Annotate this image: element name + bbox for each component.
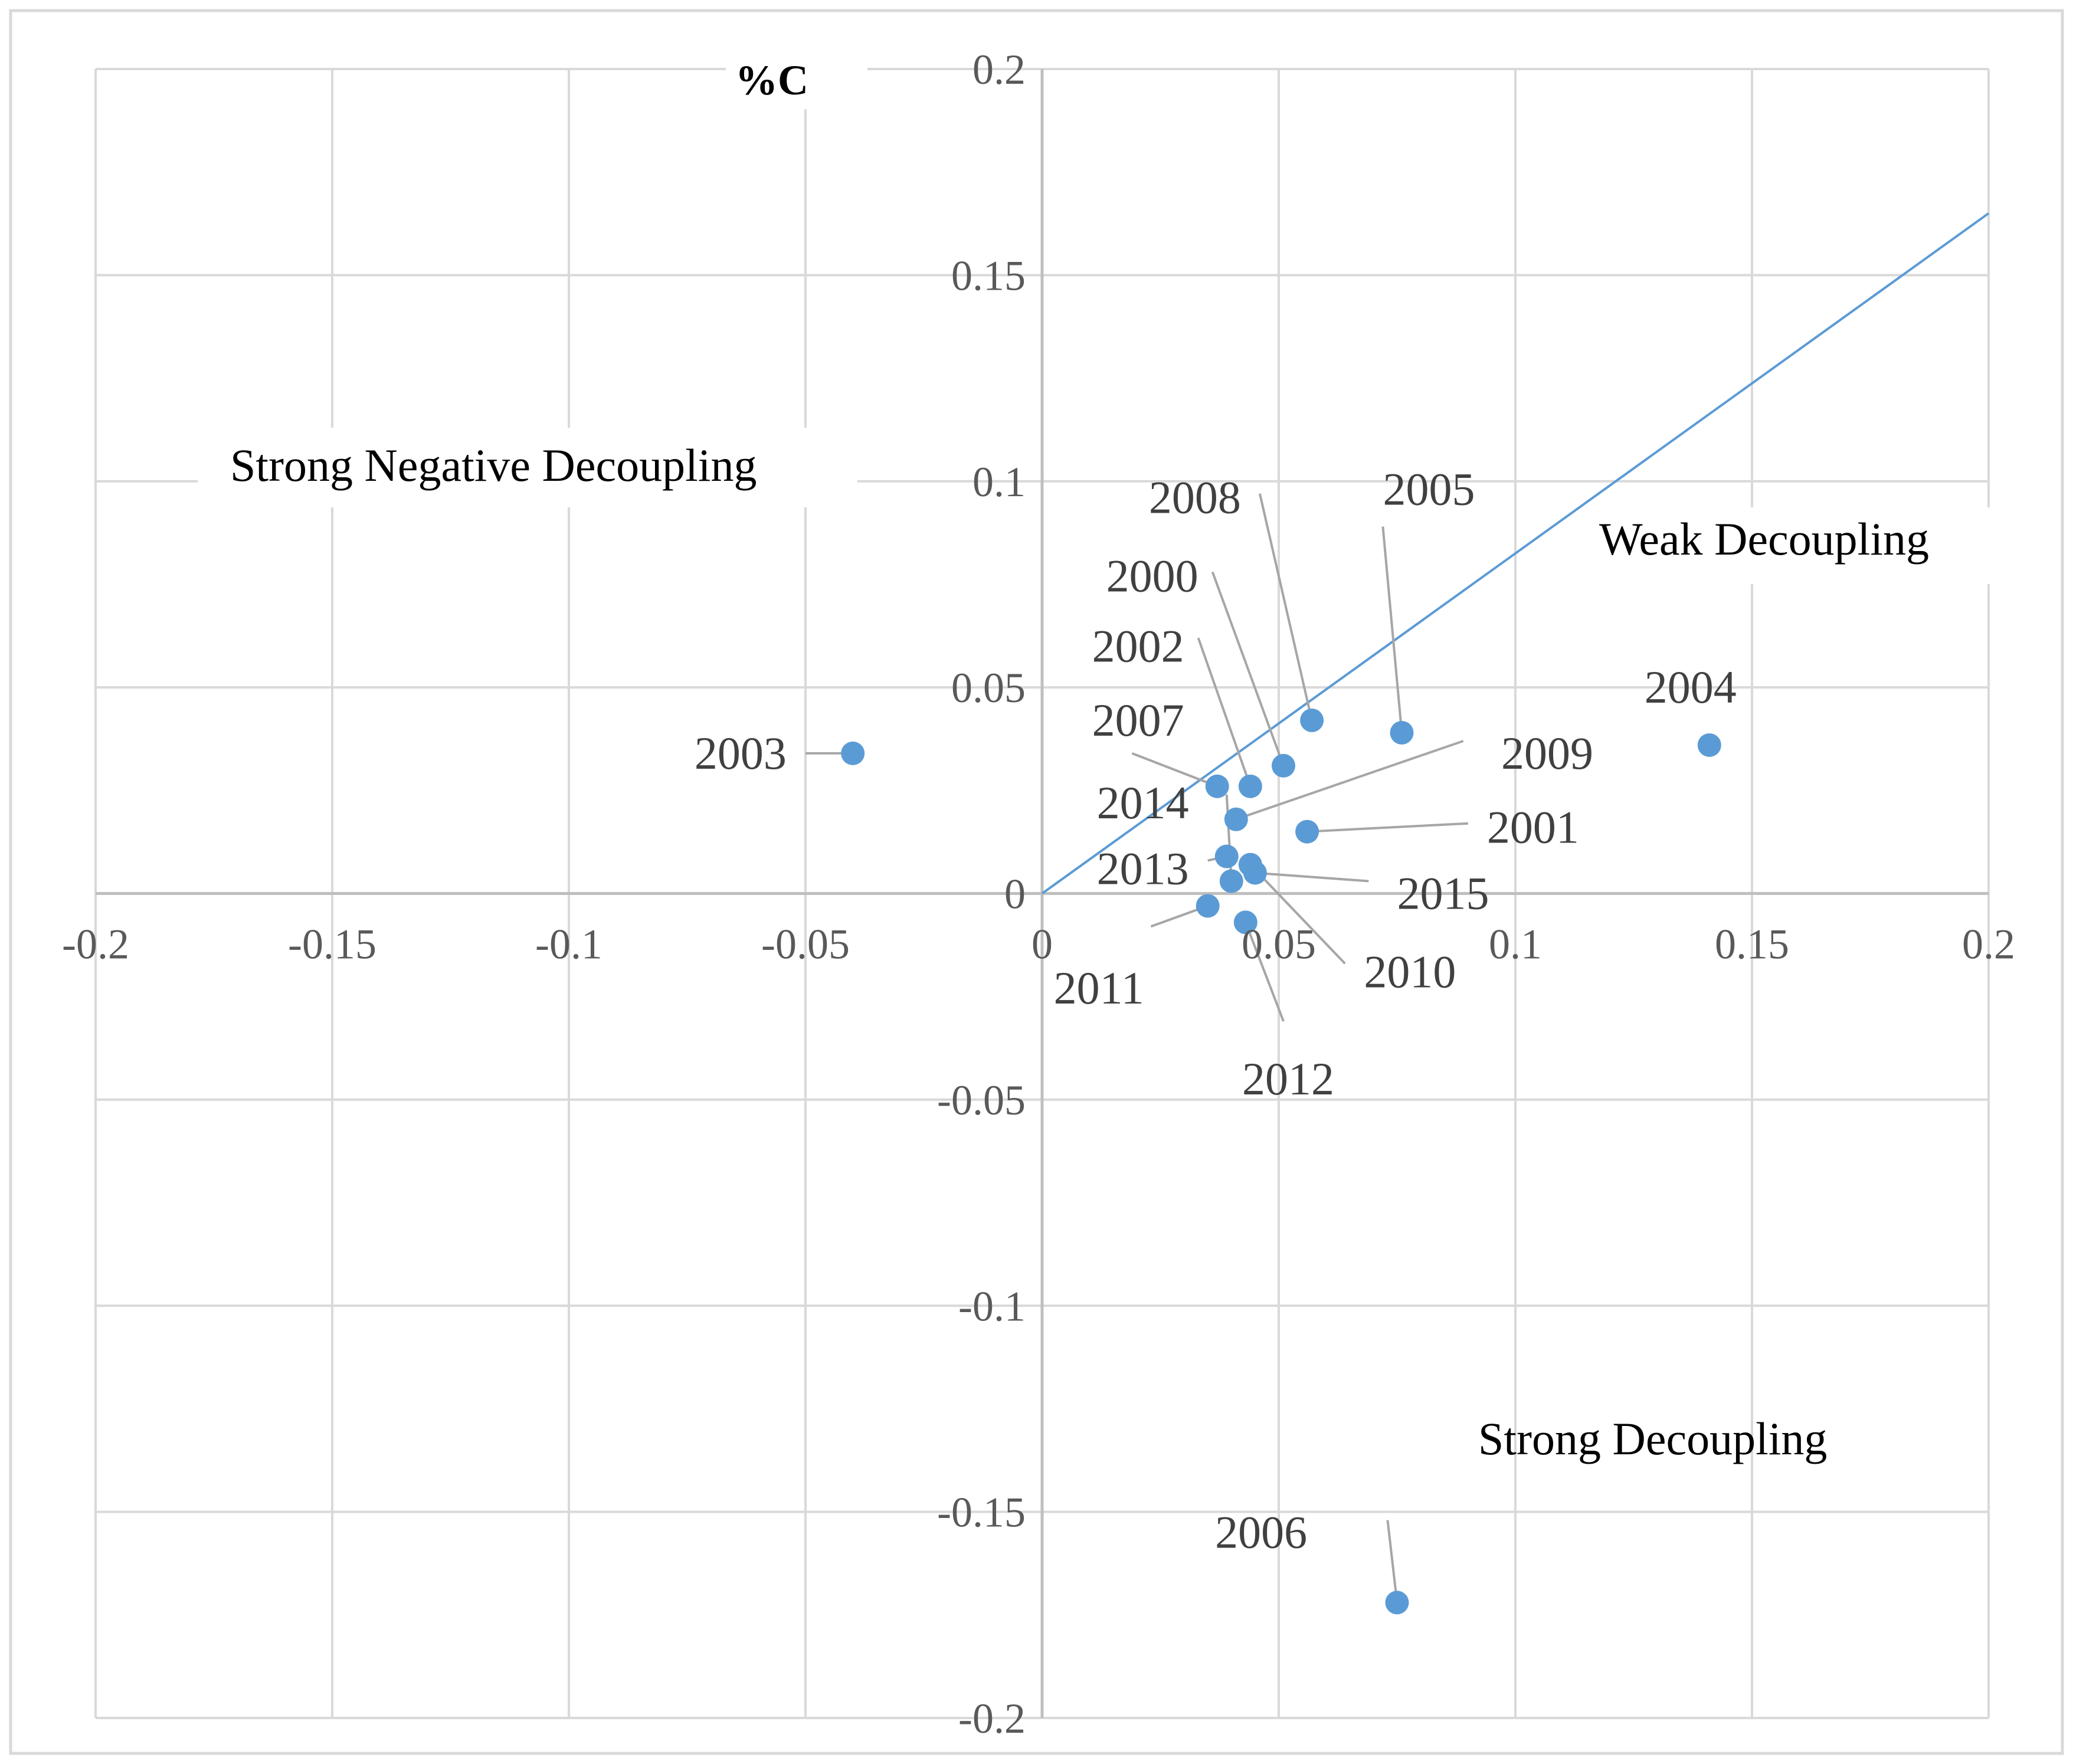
data-point [1205, 774, 1229, 798]
leader-lines [805, 493, 1468, 1603]
data-point [1238, 774, 1262, 798]
data-point [1196, 894, 1220, 918]
data-point [1233, 910, 1257, 935]
region-label-backdrop [1596, 507, 2051, 584]
leader-line [1386, 1520, 1399, 1603]
data-point [1295, 819, 1319, 844]
x-tick-label: -0.2 [62, 921, 129, 968]
data-points [841, 709, 1721, 1615]
x-tick-label: 0 [1031, 921, 1053, 968]
point-label: 2010 [1364, 946, 1456, 997]
x-tick-labels: -0.2 -0.15 -0.1 -0.05 0 0.05 0.1 0.15 0.2 [62, 921, 2015, 968]
data-point [1214, 844, 1239, 868]
region-label-strong-negative: Strong Negative Decoupling [230, 440, 757, 491]
leader-line [1236, 740, 1464, 821]
point-label: 2011 [1054, 962, 1144, 1014]
y-tick-label: 0.1 [972, 458, 1026, 506]
x-tick-label: 0.1 [1489, 921, 1542, 968]
leader-line [1381, 526, 1403, 733]
leader-line [1255, 871, 1369, 883]
ylabel-backdrop [726, 47, 867, 109]
x-tick-label: -0.05 [761, 921, 850, 968]
data-point [1272, 753, 1296, 778]
data-point [1390, 720, 1414, 745]
y-axis-label: %C [735, 57, 808, 104]
y-tick-label: -0.1 [958, 1283, 1026, 1330]
data-point [841, 741, 865, 765]
point-label: 2012 [1242, 1053, 1334, 1104]
data-point [1697, 733, 1721, 757]
y-tick-label: -0.2 [958, 1695, 1026, 1742]
y-tick-label: 0 [1004, 871, 1026, 918]
point-label: 2004 [1645, 661, 1737, 713]
leader-line [1131, 752, 1218, 788]
y-tick-label: -0.05 [937, 1077, 1026, 1124]
leader-line [1258, 493, 1314, 721]
point-label: 2015 [1397, 868, 1489, 919]
chart-border [9, 9, 2064, 1755]
leader-line [1307, 822, 1468, 833]
point-label: 2002 [1092, 620, 1184, 671]
point-label: 2008 [1149, 472, 1241, 523]
region-label-strong: Strong Decoupling [1478, 1413, 1827, 1464]
point-label: 2013 [1097, 843, 1189, 894]
y-tick-label: 0.2 [972, 46, 1026, 93]
point-labels: 2000 2001 2002 2003 2004 2005 2006 2007 2008 2009… [695, 464, 1737, 1558]
data-point [1219, 869, 1243, 893]
x-tick-label: 0.15 [1715, 921, 1789, 968]
x-tick-label: -0.15 [288, 921, 376, 968]
point-label: 2014 [1097, 777, 1189, 828]
region-label-weak: Weak Decoupling [1599, 513, 1929, 565]
y-tick-label: -0.15 [937, 1489, 1026, 1536]
region-label-backdrop [198, 428, 857, 507]
y-tick-label: 0.15 [951, 252, 1026, 299]
x-tick-label: 0.2 [1962, 921, 2015, 968]
y-tick-labels: 0.2 0.15 0.1 0.05 0 -0.05 -0.1 -0.15 -0.2 [937, 46, 1026, 1742]
point-label: 2003 [695, 727, 787, 779]
leader-line [1211, 571, 1285, 766]
point-label: 2005 [1383, 464, 1475, 515]
point-label: 2007 [1092, 694, 1184, 746]
point-label: 2000 [1106, 550, 1198, 601]
data-point [1224, 807, 1248, 831]
x-tick-label: -0.1 [535, 921, 602, 968]
point-label: 2009 [1501, 727, 1593, 779]
data-point [1385, 1591, 1409, 1615]
leader-line [1249, 864, 1346, 965]
point-label: 2006 [1215, 1507, 1307, 1558]
leader-line [1244, 922, 1285, 1022]
y-tick-label: 0.05 [951, 664, 1026, 711]
point-label: 2001 [1487, 802, 1579, 853]
leader-line [1197, 637, 1252, 787]
data-point [1300, 709, 1324, 733]
data-point [1243, 861, 1267, 885]
x-tick-label: 0.05 [1242, 921, 1316, 968]
